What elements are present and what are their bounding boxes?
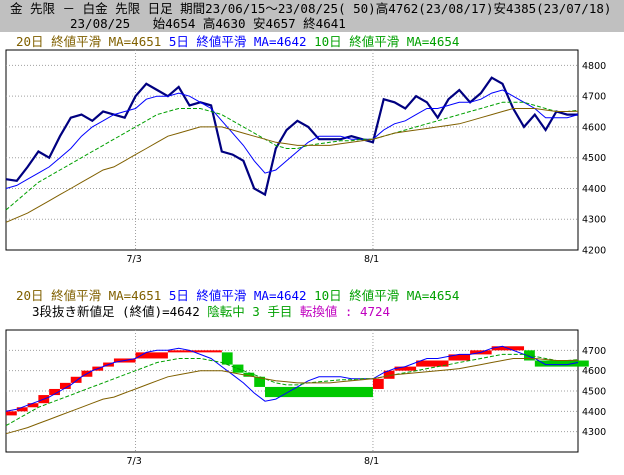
legend-entry-ma5: 5日 終値平滑 MA=4642 [161, 34, 306, 49]
brick-reversal-value: 転換値 : 4724 [292, 304, 390, 319]
series-line-ma20 [5, 108, 579, 223]
series-line-price [5, 76, 578, 197]
up-brick [416, 360, 449, 367]
up-brick [6, 411, 17, 416]
series-line-ma20 [5, 358, 579, 435]
y-tick-label: 4300 [582, 427, 606, 438]
up-brick [70, 376, 82, 383]
price-chart: 4200 4300 4400 4500 4600 4700 4800 7/3 8/1 20日 終値… [5, 34, 606, 265]
x-tick-label: 7/3 [127, 456, 142, 467]
down-brick [221, 352, 233, 365]
series-line-ma10 [5, 101, 579, 211]
plot-frame [5, 49, 579, 251]
header-period-line: 金 先限 － 白金 先限 日足 期間23/06/15～23/08/25( 50)… [10, 1, 612, 16]
down-brick [254, 376, 266, 387]
brick-status-label: 3段抜き新値足 (終値)=4642 [32, 304, 200, 319]
up-brick [372, 378, 384, 389]
up-brick [135, 352, 168, 359]
y-tick-label: 4500 [582, 153, 606, 164]
legend-entry-ma5: 5日 終値平滑 MA=4642 [161, 288, 306, 303]
series-line-ma10 [5, 353, 579, 427]
y-tick-label: 4200 [582, 246, 606, 257]
brick-status-line: 3段抜き新値足 (終値)=4642 陰転中 3 手目 転換値 : 4724 [32, 304, 390, 319]
up-brick [16, 407, 28, 412]
down-brick [265, 386, 373, 398]
up-brick [167, 350, 222, 353]
y-tick-label: 4500 [582, 387, 606, 398]
legend-entry-ma10: 10日 終値平滑 MA=4654 [307, 288, 460, 303]
down-brick [243, 372, 255, 377]
x-tick-label: 7/3 [127, 254, 142, 265]
y-tick-label: 4800 [582, 61, 606, 72]
up-brick [383, 370, 395, 379]
chart-header: 金 先限 － 白金 先限 日足 期間23/06/15～23/08/25( 50)… [0, 0, 624, 32]
up-brick [448, 354, 471, 361]
y-tick-label: 4700 [582, 346, 606, 357]
y-tick-label: 4700 [582, 92, 606, 103]
brick-step: 3 手目 [245, 304, 293, 319]
up-brick [394, 366, 417, 371]
legend-entry-ma20: 20日 終値平滑 MA=4651 [16, 34, 161, 49]
header-ohlc-line: 23/08/25 始4654 高4630 安4657 終4641 [70, 16, 346, 31]
legend-entry-ma10: 10日 終値平滑 MA=4654 [307, 34, 460, 49]
brick-direction: 陰転中 [200, 304, 245, 319]
chart-legend: 20日 終値平滑 MA=4651 5日 終値平滑 MA=4642 10日 終値平… [16, 288, 459, 303]
legend-entry-ma20: 20日 終値平滑 MA=4651 [16, 288, 161, 303]
down-brick [534, 360, 589, 367]
new-price-chart: 4300 4400 4500 4600 4700 7/3 8/1 20日 終値平滑 MA=46… [5, 288, 606, 467]
y-tick-label: 4400 [582, 184, 606, 195]
chart-legend: 20日 終値平滑 MA=4651 5日 終値平滑 MA=4642 10日 終値平… [16, 34, 459, 49]
y-tick-label: 4600 [582, 122, 606, 133]
y-tick-label: 4300 [582, 215, 606, 226]
up-brick [49, 388, 60, 396]
up-brick [27, 403, 39, 408]
up-brick [59, 382, 71, 389]
x-tick-label: 8/1 [364, 254, 379, 265]
y-tick-label: 4400 [582, 407, 606, 418]
y-tick-label: 4600 [582, 366, 606, 377]
x-tick-label: 8/1 [364, 456, 379, 467]
series-line-ma5 [5, 89, 579, 189]
series-line-ma5 [5, 345, 579, 412]
